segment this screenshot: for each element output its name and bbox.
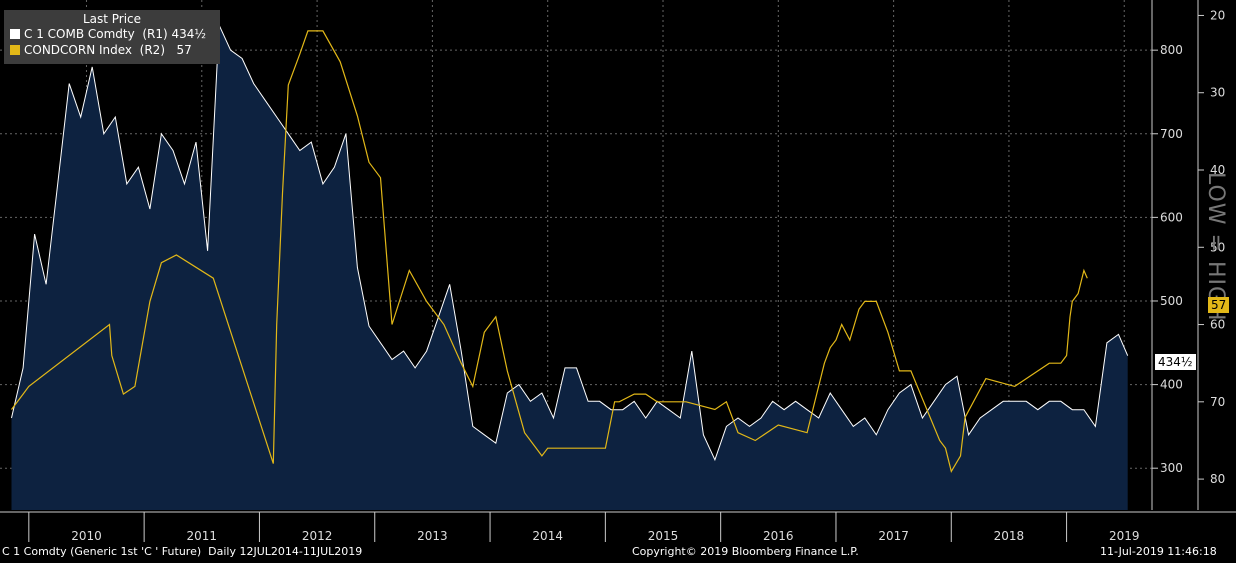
price-area	[11, 25, 1128, 510]
axis-r1-tick-label: 800	[1160, 43, 1183, 57]
axis-x-tick-label: 2018	[994, 529, 1025, 543]
axis-x-tick-label: 2019	[1109, 529, 1140, 543]
legend-label-price: C 1 COMB Comdty (R1) 434½	[24, 27, 207, 41]
axis-r2-tick-label: 80	[1210, 472, 1225, 486]
legend-item-index: CONDCORN Index (R2) 57	[4, 42, 220, 58]
legend-item-price: C 1 COMB Comdty (R1) 434½	[4, 26, 220, 42]
axis-r2-tick-label: 70	[1210, 395, 1225, 409]
legend-swatch-index	[10, 45, 20, 55]
axis-x-tick-label: 2010	[71, 529, 102, 543]
axis-x-tick-label: 2014	[532, 529, 563, 543]
low-high-watermark: LOW = HIGH	[1203, 172, 1228, 322]
axis-x-tick-label: 2015	[648, 529, 679, 543]
axis-r2-tick-label: 60	[1210, 318, 1225, 332]
index-last-tag: 57	[1208, 297, 1230, 313]
axis-x-tick-label: 2012	[302, 529, 333, 543]
axis-r2-tick-label: 40	[1210, 163, 1225, 177]
legend-swatch-price	[10, 29, 20, 39]
axis-r2-tick-label: 50	[1210, 240, 1225, 254]
legend-title: Last Price	[82, 12, 142, 26]
axis-r1-tick-label: 400	[1160, 378, 1183, 392]
legend: Last Price C 1 COMB Comdty (R1) 434½ CON…	[4, 10, 220, 64]
footer-timestamp: 11-Jul-2019 11:46:18	[1100, 545, 1217, 558]
footer-copyright: Copyright© 2019 Bloomberg Finance L.P.	[632, 545, 859, 558]
axis-x-tick-label: 2017	[878, 529, 909, 543]
axis-r2-tick-label: 30	[1210, 86, 1225, 100]
price-last-tag: 434½	[1155, 354, 1196, 370]
index-series-line	[11, 30, 1088, 473]
axes: 300 400 500 600 700 800 20 30 40 50 60 70 80 2010 2011…	[0, 0, 1236, 543]
axis-x-tick-label: 2016	[763, 529, 794, 543]
footer-description: C 1 Comdty (Generic 1st 'C ' Future) Dai…	[2, 545, 363, 558]
axis-r1-tick-label: 500	[1160, 294, 1183, 308]
legend-label-index: CONDCORN Index (R2) 57	[24, 43, 192, 57]
price-series-line	[11, 24, 1129, 462]
axis-r1-tick-label: 600	[1160, 210, 1183, 224]
axis-r1-tick-label: 300	[1160, 461, 1183, 475]
axis-r1-tick-label: 700	[1160, 127, 1183, 141]
axis-x-tick-label: 2013	[417, 529, 448, 543]
axis-x-tick-label: 2011	[187, 529, 218, 543]
axis-r2-tick-label: 20	[1210, 8, 1225, 22]
